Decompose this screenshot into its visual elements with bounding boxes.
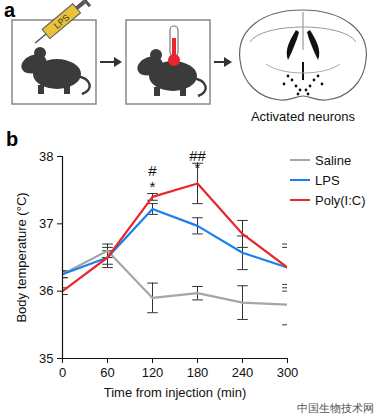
svg-text:38: 38	[39, 149, 53, 164]
svg-text:37: 37	[39, 216, 53, 231]
svg-text:#: #	[148, 162, 157, 179]
svg-text:35: 35	[39, 351, 53, 366]
svg-text:Time from injection (min): Time from injection (min)	[104, 385, 247, 400]
html-text:LPS: LPS	[315, 172, 340, 188]
svg-text:180: 180	[187, 365, 209, 380]
html-text:中国生物技术网: 中国生物技术网	[297, 402, 374, 415]
svg-text:60: 60	[100, 365, 114, 380]
svg-text:0: 0	[59, 365, 66, 380]
svg-text:120: 120	[142, 365, 164, 380]
svg-text:Body temperature (°C): Body temperature (°C)	[14, 192, 29, 322]
html-text:Poly(I:C): Poly(I:C)	[315, 192, 366, 208]
svg-text:a: a	[4, 0, 16, 21]
svg-text:*: *	[195, 159, 201, 176]
svg-text:36: 36	[39, 283, 53, 298]
html-text:b: b	[6, 128, 19, 150]
svg-text:*: *	[150, 178, 156, 195]
svg-text:LPS: LPS	[52, 12, 71, 31]
svg-text:300: 300	[277, 365, 299, 380]
svg-text:240: 240	[232, 365, 254, 380]
svg-text:Activated neurons: Activated neurons	[251, 109, 356, 124]
html-text:Saline: Saline	[315, 152, 352, 168]
